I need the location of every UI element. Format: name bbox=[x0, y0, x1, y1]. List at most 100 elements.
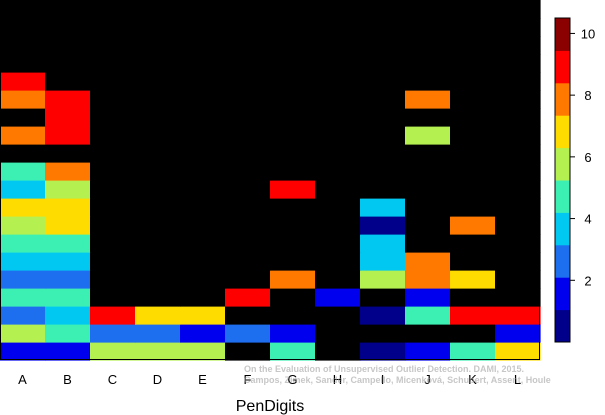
heatmap-cell bbox=[45, 144, 91, 163]
heatmap-cell bbox=[180, 18, 226, 37]
colorbar: 2 4 6 8 10 bbox=[554, 17, 595, 343]
heatmap-cell bbox=[360, 234, 406, 253]
heatmap-cell bbox=[450, 144, 496, 163]
heatmap-cell bbox=[225, 342, 271, 361]
heatmap-cell bbox=[360, 0, 406, 19]
heatmap-cell bbox=[360, 72, 406, 91]
heatmap-cell bbox=[45, 324, 91, 343]
x-tick-label: E bbox=[198, 372, 207, 387]
heatmap-cell bbox=[90, 126, 136, 145]
plot-border bbox=[0, 0, 540, 360]
heatmap-cell bbox=[180, 144, 226, 163]
heatmap-cell bbox=[360, 54, 406, 73]
heatmap-cell bbox=[180, 198, 226, 217]
heatmap-cell bbox=[135, 342, 181, 361]
heatmap-cell bbox=[495, 180, 541, 199]
heatmap-cell bbox=[90, 36, 136, 55]
heatmap-cell bbox=[0, 108, 46, 127]
heatmap-cell bbox=[405, 270, 451, 289]
heatmap-cell bbox=[225, 270, 271, 289]
heatmap-cell bbox=[270, 288, 316, 307]
heatmap-cell bbox=[45, 72, 91, 91]
heatmap-cell bbox=[180, 216, 226, 235]
heatmap-cell bbox=[0, 342, 46, 361]
heatmap-cell bbox=[225, 180, 271, 199]
heatmap-cell bbox=[405, 342, 451, 361]
colorbar-segment bbox=[555, 244, 570, 278]
heatmap-cell bbox=[90, 288, 136, 307]
x-tick-label: L bbox=[514, 372, 521, 387]
heatmap-cell bbox=[495, 216, 541, 235]
heatmap-cell bbox=[135, 162, 181, 181]
heatmap-cell bbox=[0, 54, 46, 73]
heatmap-cell bbox=[225, 108, 271, 127]
heatmap-cell bbox=[180, 270, 226, 289]
x-tick-label: F bbox=[244, 372, 252, 387]
heatmap-cell bbox=[0, 288, 46, 307]
heatmap-cell bbox=[90, 0, 136, 19]
heatmap-cell bbox=[270, 324, 316, 343]
heatmap-cell bbox=[360, 90, 406, 109]
heatmap-cell bbox=[0, 36, 46, 55]
heatmap-cell bbox=[405, 90, 451, 109]
heatmap-cell bbox=[0, 126, 46, 145]
heatmap-cell bbox=[45, 270, 91, 289]
heatmap-cell bbox=[360, 126, 406, 145]
colorbar-tick-label: 4 bbox=[584, 212, 591, 227]
heatmap-cell bbox=[360, 36, 406, 55]
heatmap-cell bbox=[90, 72, 136, 91]
heatmap-cell bbox=[315, 234, 361, 253]
x-tick-label: A bbox=[18, 372, 27, 387]
heatmap-cell bbox=[270, 216, 316, 235]
heatmap-cell bbox=[495, 234, 541, 253]
heatmap-cell bbox=[90, 234, 136, 253]
heatmap-cell bbox=[405, 144, 451, 163]
heatmap-cell bbox=[135, 180, 181, 199]
heatmap-cell bbox=[225, 288, 271, 307]
heatmap-cell bbox=[315, 18, 361, 37]
heatmap-cell bbox=[450, 126, 496, 145]
heatmap-cell bbox=[180, 288, 226, 307]
heatmap-cell bbox=[360, 162, 406, 181]
heatmap-cell bbox=[360, 216, 406, 235]
heatmap-cell bbox=[225, 90, 271, 109]
heatmap-cell bbox=[450, 108, 496, 127]
heatmap-cell bbox=[270, 36, 316, 55]
heatmap-cell bbox=[45, 288, 91, 307]
heatmap-cell bbox=[180, 90, 226, 109]
heatmap-cell bbox=[0, 270, 46, 289]
heatmap-cell bbox=[495, 72, 541, 91]
heatmap-cell bbox=[315, 126, 361, 145]
heatmap-cell bbox=[270, 0, 316, 19]
heatmap-cell bbox=[360, 198, 406, 217]
heatmap-cell bbox=[180, 234, 226, 253]
heatmap-cell bbox=[315, 342, 361, 361]
heatmap-cell bbox=[45, 306, 91, 325]
heatmap-cell bbox=[0, 0, 46, 19]
heatmap-cell bbox=[405, 198, 451, 217]
heatmap-cell bbox=[45, 0, 91, 19]
heatmap-cell bbox=[270, 144, 316, 163]
colorbar-tick-label: 10 bbox=[581, 26, 595, 41]
heatmap-cell bbox=[315, 72, 361, 91]
x-axis-label: PenDigits bbox=[236, 398, 304, 415]
heatmap-cell bbox=[135, 288, 181, 307]
heatmap-cell bbox=[135, 90, 181, 109]
heatmap-cell bbox=[135, 36, 181, 55]
heatmap-cell bbox=[495, 36, 541, 55]
heatmap-cell bbox=[270, 108, 316, 127]
x-tick-label: G bbox=[287, 372, 297, 387]
heatmap-cell bbox=[315, 216, 361, 235]
colorbar-segment bbox=[555, 18, 570, 51]
heatmap-cell bbox=[135, 0, 181, 19]
heatmap-cell bbox=[180, 306, 226, 325]
heatmap-cell bbox=[0, 324, 46, 343]
heatmap-cell bbox=[450, 288, 496, 307]
heatmap-cell bbox=[90, 90, 136, 109]
x-tick-label: B bbox=[63, 372, 72, 387]
heatmap-cell bbox=[270, 342, 316, 361]
heatmap-cell bbox=[450, 18, 496, 37]
colorbar-segment bbox=[555, 115, 570, 149]
heatmap-cell bbox=[0, 198, 46, 217]
heatmap-cell bbox=[45, 36, 91, 55]
